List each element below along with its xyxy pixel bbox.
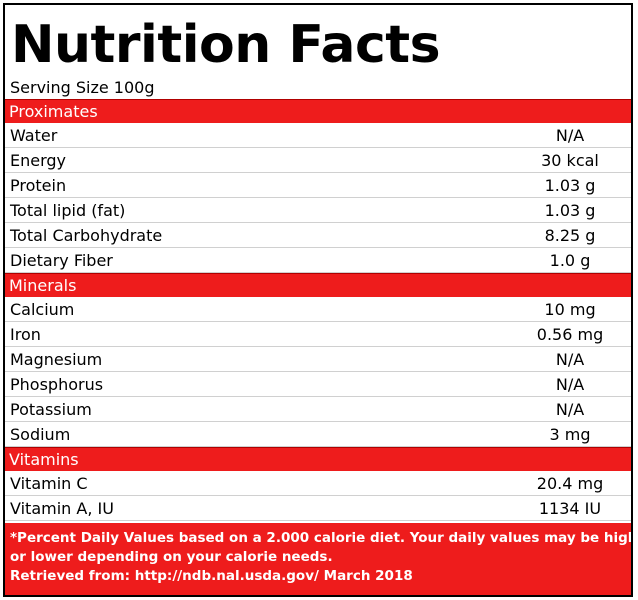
section-header-minerals: Minerals <box>5 273 631 297</box>
nutrient-value: 1134 IU <box>538 499 602 518</box>
nutrient-name: Vitamin C <box>10 474 88 493</box>
section-header-vitamins: Vitamins <box>5 447 631 471</box>
nutrient-value: 10 mg <box>544 300 596 319</box>
footnote-line: *Percent Daily Values based on a 2.000 c… <box>10 530 633 546</box>
section-header-proximates: Proximates <box>5 99 631 123</box>
nutrient-value: 8.25 g <box>544 226 596 245</box>
nutrient-value: N/A <box>555 350 585 369</box>
nutrient-value: N/A <box>555 375 585 394</box>
nutrient-value: 1.03 g <box>544 176 596 195</box>
nutrient-value: 20.4 mg <box>536 474 604 493</box>
nutrient-name: Magnesium <box>10 350 103 369</box>
nutrient-name: Phosphorus <box>10 375 104 394</box>
nutrient-value: 3 mg <box>549 425 591 444</box>
table-row: Vitamin C 20.4 mg <box>5 471 631 496</box>
table-row: Sodium 3 mg <box>5 422 631 447</box>
nutrient-value: 1.0 g <box>549 251 591 270</box>
table-row: Protein 1.03 g <box>5 173 631 198</box>
serving-size: Serving Size 100g <box>10 78 155 97</box>
nutrient-name: Vitamin A, IU <box>10 499 114 518</box>
nutrient-name: Calcium <box>10 300 75 319</box>
nutrient-value: N/A <box>555 400 585 419</box>
nutrient-name: Dietary Fiber <box>10 251 113 270</box>
table-row: Iron 0.56 mg <box>5 322 631 347</box>
nutrient-name: Water <box>10 126 58 145</box>
nutrient-value: 0.56 mg <box>536 325 604 344</box>
nutrition-facts-panel: Nutrition Facts Serving Size 100g Proxim… <box>3 3 633 597</box>
table-row: Calcium 10 mg <box>5 297 631 322</box>
page-title: Nutrition Facts <box>11 15 441 75</box>
table-row: Dietary Fiber 1.0 g <box>5 248 631 273</box>
nutrient-name: Energy <box>10 151 67 170</box>
table-row: Phosphorus N/A <box>5 372 631 397</box>
nutrient-value: N/A <box>555 126 585 145</box>
footnote-line: or lower depending on your calorie needs… <box>10 549 333 565</box>
table-row: Total Carbohydrate 8.25 g <box>5 223 631 248</box>
table-row: Magnesium N/A <box>5 347 631 372</box>
nutrient-name: Total lipid (fat) <box>10 201 126 220</box>
nutrient-name: Potassium <box>10 400 92 419</box>
table-row: Vitamin A, IU 1134 IU <box>5 496 631 521</box>
nutrient-name: Sodium <box>10 425 71 444</box>
nutrient-name: Protein <box>10 176 67 195</box>
nutrient-name: Total Carbohydrate <box>10 226 163 245</box>
footnote-source: Retrieved from: http://ndb.nal.usda.gov/… <box>10 568 413 584</box>
nutrient-value: 1.03 g <box>544 201 596 220</box>
nutrient-table: Proximates Water N/A Energy 30 kcal Protein 1.… <box>5 99 631 521</box>
table-row: Potassium N/A <box>5 397 631 422</box>
footnote: *Percent Daily Values based on a 2.000 c… <box>5 523 631 595</box>
table-row: Water N/A <box>5 123 631 148</box>
nutrient-name: Iron <box>10 325 41 344</box>
table-row: Total lipid (fat) 1.03 g <box>5 198 631 223</box>
table-row: Energy 30 kcal <box>5 148 631 173</box>
nutrient-value: 30 kcal <box>541 151 599 170</box>
